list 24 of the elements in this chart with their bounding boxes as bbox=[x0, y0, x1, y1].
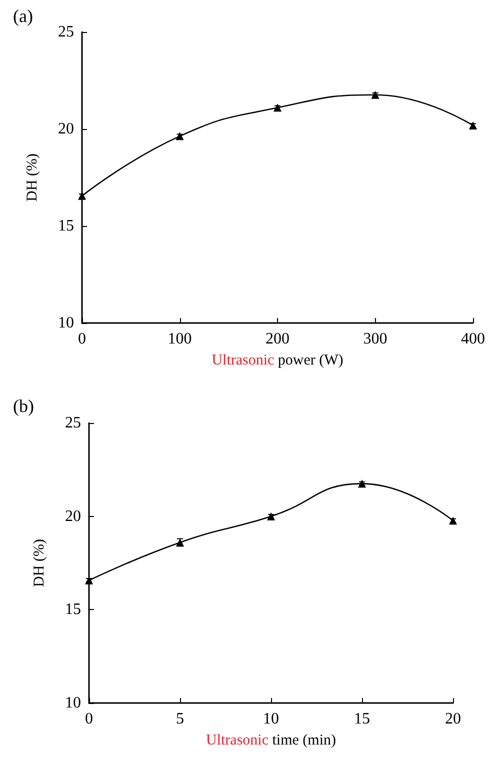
y-tick-label: 25 bbox=[58, 24, 74, 40]
x-tick-label: 15 bbox=[354, 710, 370, 728]
x-axis-title: Ultrasonic power (W) bbox=[212, 352, 344, 368]
x-tick-label: 0 bbox=[78, 330, 86, 348]
x-tick-label: 20 bbox=[445, 710, 461, 728]
y-tick-label: 25 bbox=[65, 414, 81, 432]
chart-title: (b) bbox=[13, 396, 34, 416]
chart-title: (a) bbox=[13, 6, 33, 26]
x-tick-label: 5 bbox=[176, 710, 184, 728]
x-tick-label: 100 bbox=[168, 330, 192, 348]
y-axis-title: DH (%) bbox=[24, 154, 40, 202]
x-tick-label: 200 bbox=[266, 330, 290, 348]
y-axis-title: DH (%) bbox=[32, 539, 48, 587]
y-tick-label: 10 bbox=[58, 314, 74, 332]
x-tick-label: 400 bbox=[461, 330, 485, 348]
y-tick-label: 20 bbox=[58, 120, 74, 138]
x-tick-label: 10 bbox=[263, 710, 279, 728]
x-tick-label: 0 bbox=[85, 710, 93, 728]
y-tick-label: 10 bbox=[65, 694, 81, 712]
x-axis-title: Ultrasonic time (min) bbox=[206, 732, 336, 748]
x-tick-label: 300 bbox=[363, 330, 388, 348]
y-tick-label: 15 bbox=[58, 218, 74, 234]
y-tick-label: 15 bbox=[65, 601, 81, 618]
y-tick-label: 20 bbox=[65, 508, 81, 525]
